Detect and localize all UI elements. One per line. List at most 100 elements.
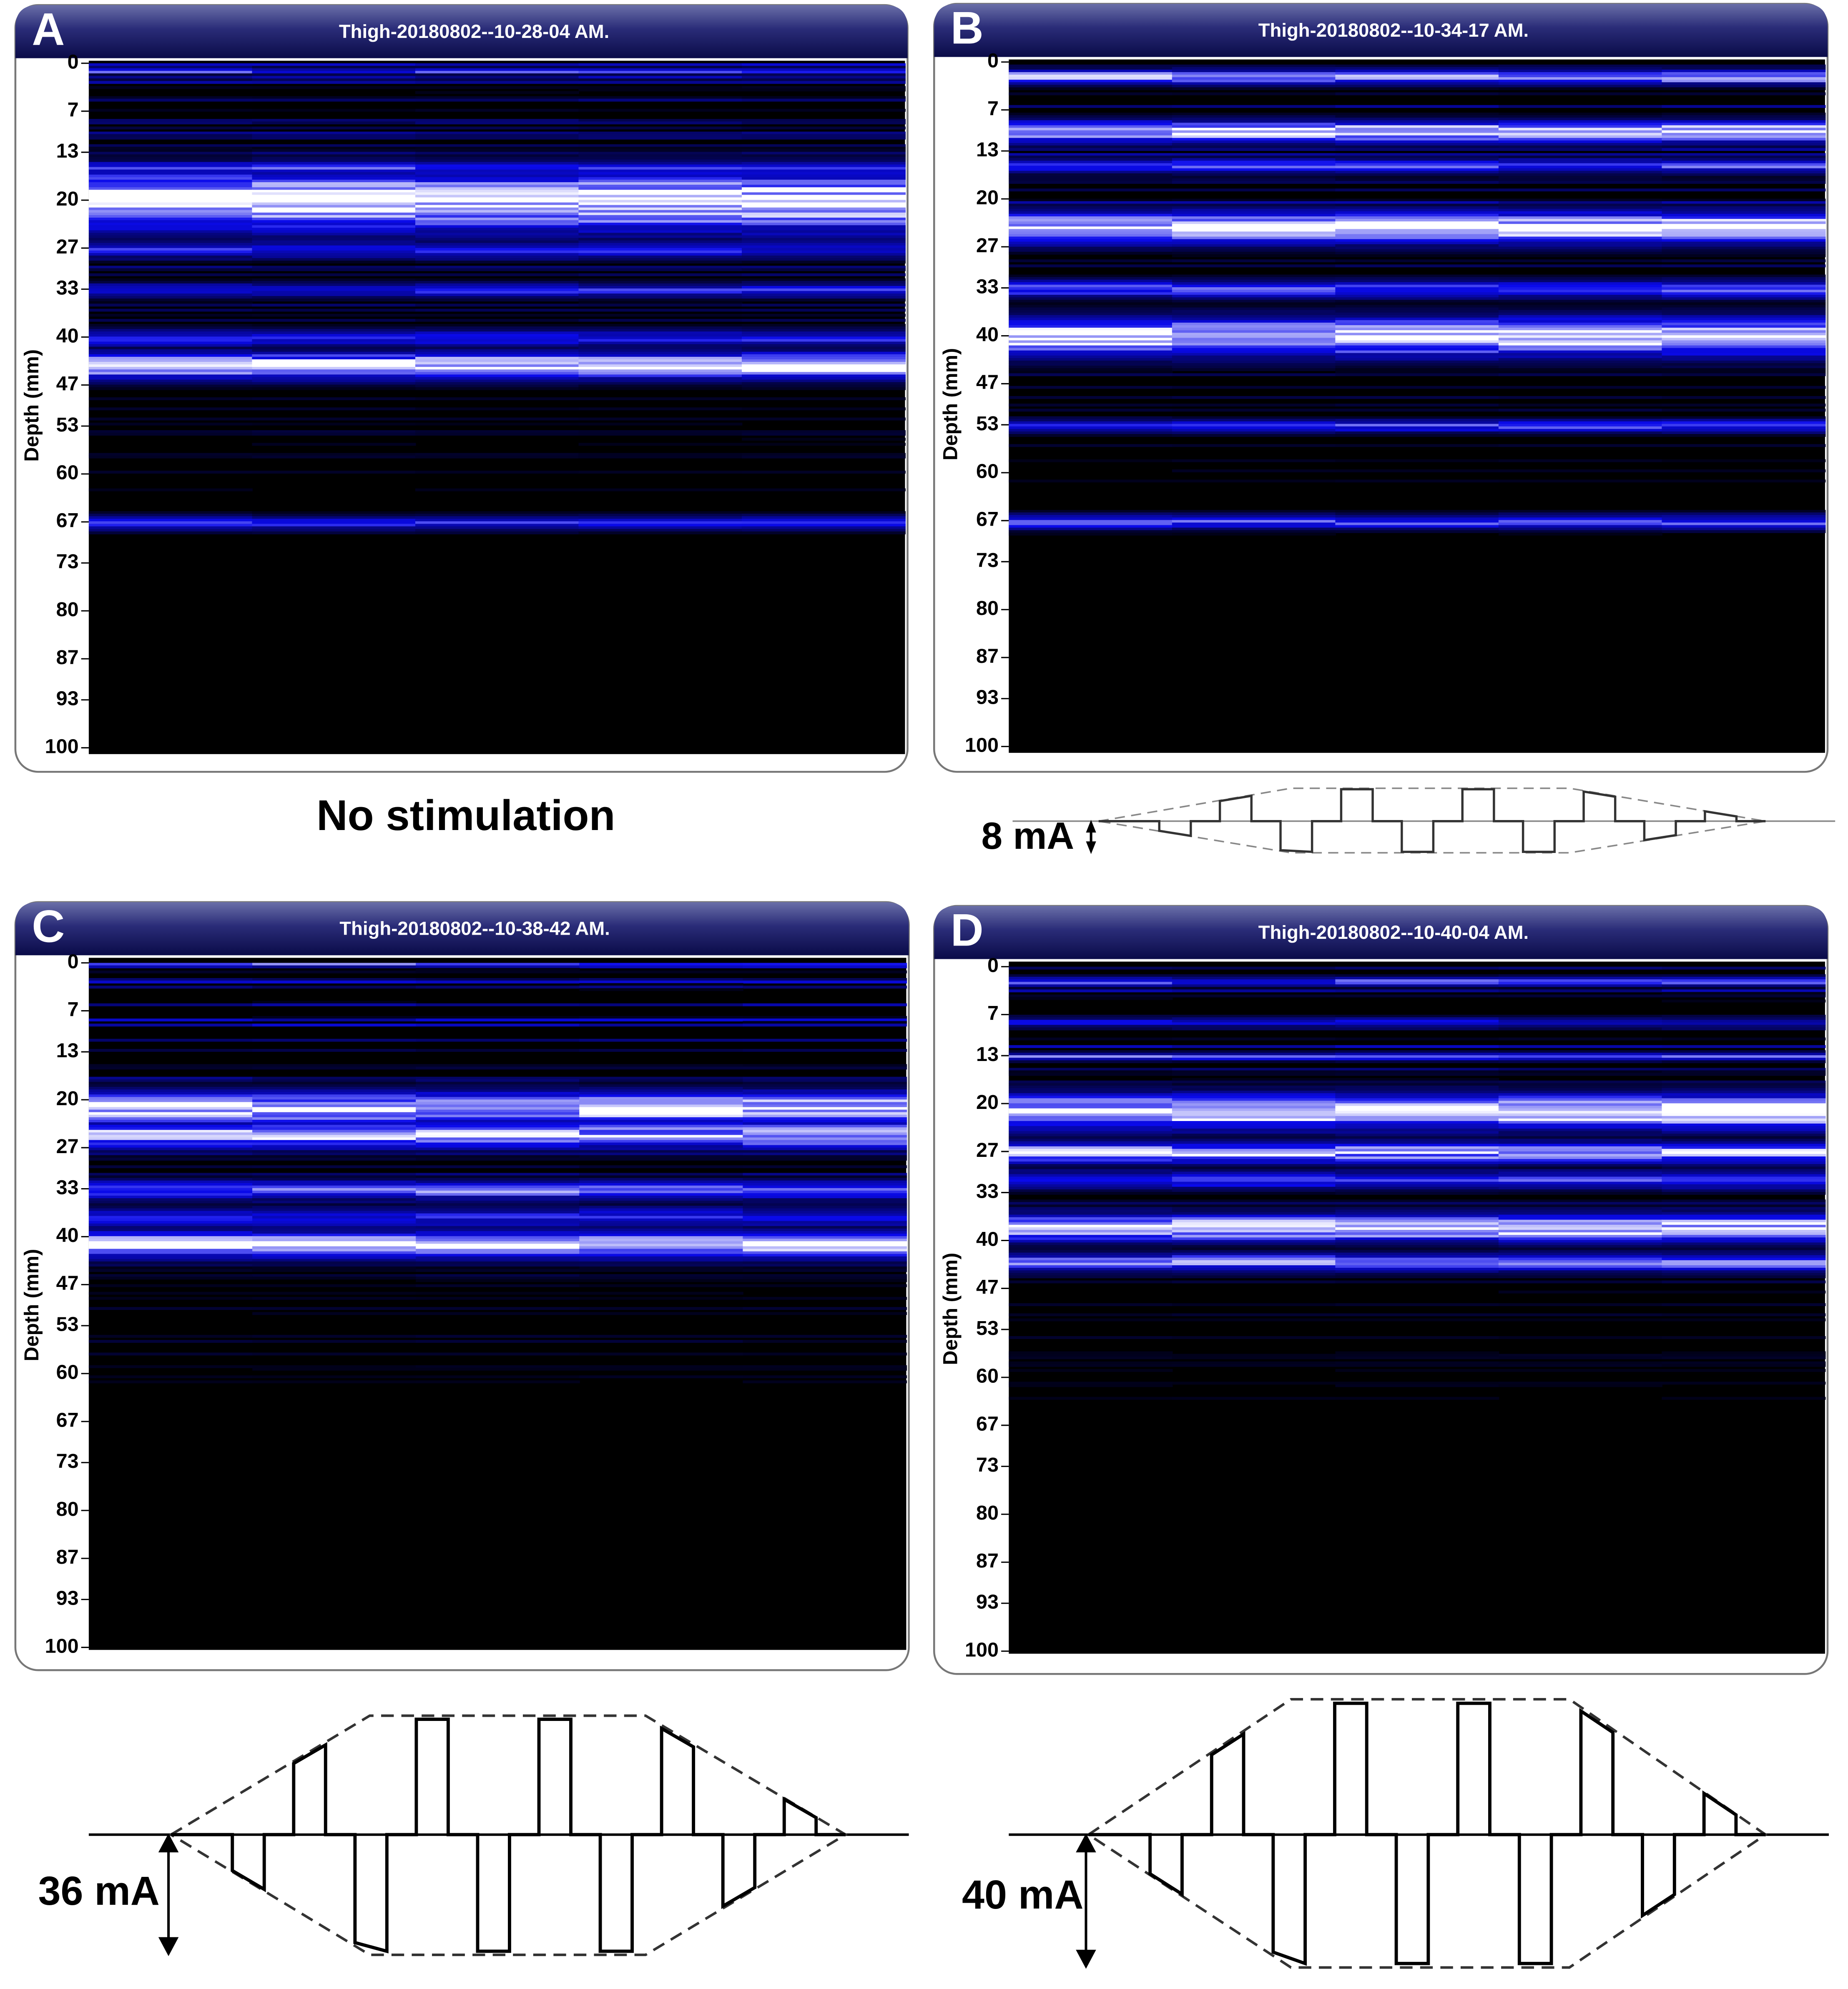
image-stripe (1172, 1364, 1336, 1367)
image-stripe (579, 1112, 743, 1115)
image-stripe (1662, 1382, 1826, 1385)
image-stripe (1335, 1268, 1499, 1271)
image-stripe (415, 341, 579, 345)
image-stripe (579, 1038, 743, 1042)
image-stripe (1498, 1098, 1662, 1101)
image-stripe (743, 1196, 907, 1199)
image-stripe (252, 1125, 417, 1128)
image-stripe (1498, 1354, 1662, 1357)
image-stripe (1172, 1078, 1336, 1081)
image-stripe (578, 524, 743, 527)
image-stripe (741, 65, 906, 69)
image-stripe (88, 1380, 253, 1384)
image-stripe (1009, 251, 1173, 255)
image-stripe (88, 164, 253, 168)
image-stripe (415, 182, 579, 186)
image-stripe (1662, 1020, 1826, 1023)
image-stripe (415, 121, 579, 125)
image-stripe (743, 1049, 907, 1052)
image-stripe (1662, 171, 1826, 174)
depth-tick-label: 0 (68, 950, 79, 973)
image-stripe (1662, 1199, 1826, 1203)
image-stripe (741, 384, 906, 388)
image-stripe (88, 268, 253, 271)
image-stripe (1172, 171, 1336, 174)
image-stripe (88, 511, 253, 514)
image-stripe (1009, 1230, 1173, 1233)
image-stripe (1662, 274, 1826, 278)
image-stripe (1172, 1022, 1336, 1026)
image-stripe (1172, 1181, 1336, 1185)
image-stripe (578, 266, 743, 269)
image-stripe (1335, 1116, 1499, 1119)
image-stripe (252, 134, 416, 137)
image-stripe (1662, 368, 1826, 371)
image-stripe (416, 1142, 580, 1146)
image-stripe (579, 1003, 743, 1006)
image-stripe (1009, 224, 1173, 227)
image-stripe (88, 1107, 253, 1110)
image-stripe (88, 73, 253, 77)
image-stripe (1009, 512, 1173, 516)
image-stripe (252, 228, 416, 231)
image-stripe (743, 1367, 907, 1371)
image-stripe (252, 1099, 417, 1103)
image-stripe (578, 356, 743, 360)
image-stripe (578, 78, 743, 82)
image-stripe (1335, 419, 1499, 422)
image-stripe (1498, 404, 1662, 407)
image-stripe (1172, 188, 1336, 192)
image-stripe (1335, 396, 1499, 399)
image-stripe (1172, 305, 1336, 308)
image-stripe (741, 223, 906, 226)
image-stripe (88, 76, 253, 79)
image-stripe (1335, 1053, 1499, 1056)
image-stripe (415, 202, 579, 206)
image-stripe (1498, 138, 1662, 141)
image-stripe (579, 1221, 743, 1224)
image-stripe (741, 245, 906, 248)
image-stripe (1335, 429, 1499, 432)
image-stripe (1662, 469, 1826, 472)
image-stripe (415, 346, 579, 350)
image-stripe (1662, 300, 1826, 303)
image-stripe (1662, 979, 1826, 983)
image-stripe (416, 1173, 580, 1176)
image-stripe (1009, 249, 1173, 252)
image-stripe (1498, 120, 1662, 123)
image-stripe (578, 367, 743, 370)
image-stripe (88, 70, 253, 74)
image-stripe (1172, 254, 1336, 258)
image-stripe (1498, 1020, 1662, 1023)
image-stripe (1662, 1086, 1826, 1089)
image-stripe (578, 407, 743, 411)
image-stripe (1172, 966, 1336, 970)
image-stripe (1009, 138, 1173, 141)
image-stripe (1172, 1055, 1336, 1058)
image-stripe (578, 192, 743, 196)
image-stripe (416, 1190, 580, 1194)
image-stripe (578, 212, 743, 216)
image-stripe (1498, 1022, 1662, 1026)
image-stripe (1009, 290, 1173, 293)
image-stripe (1335, 105, 1499, 108)
image-stripe (415, 336, 579, 340)
image-stripe (1498, 1108, 1662, 1111)
image-stripe (1335, 363, 1499, 366)
image-stripe (1172, 1222, 1336, 1225)
image-stripe (1172, 434, 1336, 437)
image-stripe (1172, 1060, 1336, 1063)
image-stripe (88, 529, 253, 532)
image-stripe (252, 524, 416, 527)
image-stripe (741, 202, 906, 206)
image-stripe (1662, 1121, 1826, 1124)
image-stripe (579, 1269, 743, 1272)
image-stripe (741, 200, 906, 203)
image-stripe (1335, 1134, 1499, 1137)
image-stripe (578, 455, 743, 459)
image-stripe (252, 1183, 417, 1186)
depth-tick-label: 53 (56, 1313, 79, 1336)
image-stripe (252, 1178, 417, 1181)
image-stripe (1172, 251, 1336, 255)
image-stripe (1335, 1078, 1499, 1081)
